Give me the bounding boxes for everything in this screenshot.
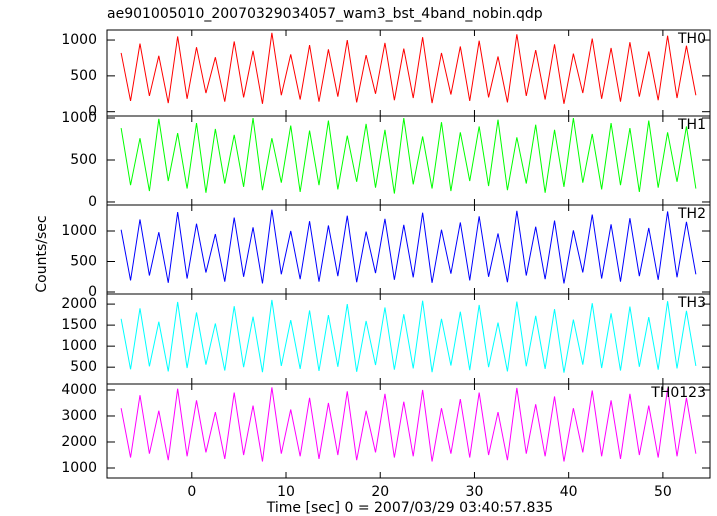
series-label: TH0 xyxy=(677,31,706,47)
y-tick-label: 1000 xyxy=(61,32,97,48)
x-tick-label: 50 xyxy=(654,484,672,500)
series-label: TH2 xyxy=(677,206,706,222)
y-tick-label: 1000 xyxy=(61,110,97,126)
y-tick-label: 3000 xyxy=(61,408,97,424)
y-tick-label: 500 xyxy=(70,253,97,269)
y-tick-label: 500 xyxy=(70,359,97,375)
y-tick-label: 1000 xyxy=(61,223,97,239)
y-tick-label: 2000 xyxy=(61,434,97,450)
y-tick-label: 0 xyxy=(88,194,97,210)
y-tick-label: 1000 xyxy=(61,460,97,476)
light-curve xyxy=(120,209,697,284)
y-tick-label: 1500 xyxy=(61,317,97,333)
series-label: TH1 xyxy=(677,117,706,133)
x-tick-label: 20 xyxy=(371,484,389,500)
series-label: TH0123 xyxy=(650,385,706,401)
y-tick-label: 0 xyxy=(88,284,97,300)
light-curve xyxy=(120,387,697,462)
chart-title: ae901005010_20070329034057_wam3_bst_4ban… xyxy=(107,6,543,22)
y-tick-label: 500 xyxy=(70,152,97,168)
y-tick-label: 1000 xyxy=(61,338,97,354)
y-axis-label: Counts/sec xyxy=(34,215,50,292)
series-label: TH3 xyxy=(677,295,706,311)
x-axis-label: Time [sec] 0 = 2007/03/29 03:40:57.835 xyxy=(266,500,553,516)
x-tick-label: 10 xyxy=(277,484,295,500)
y-tick-label: 500 xyxy=(70,68,97,84)
y-tick-label: 0 xyxy=(88,104,97,120)
light-curve xyxy=(120,117,697,194)
x-tick-label: 30 xyxy=(466,484,484,500)
x-tick-label: 0 xyxy=(187,484,196,500)
x-tick-label: 40 xyxy=(560,484,578,500)
light-curve xyxy=(120,32,697,104)
panel-frame xyxy=(106,383,711,479)
light-curve xyxy=(120,299,697,373)
y-tick-label: 2000 xyxy=(61,296,97,312)
y-tick-label: 4000 xyxy=(61,382,97,398)
